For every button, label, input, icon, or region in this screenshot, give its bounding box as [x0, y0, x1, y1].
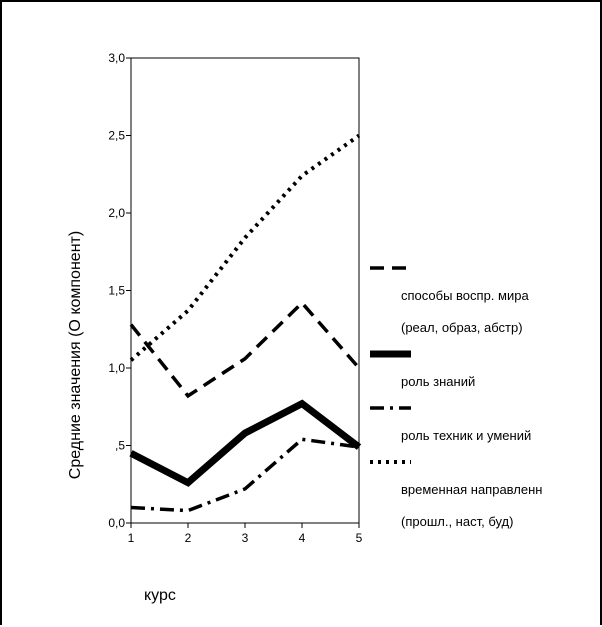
- y-tick-label: 1,0: [108, 361, 125, 375]
- y-tick-label: 0,0: [108, 516, 125, 530]
- axes: [130, 57, 360, 524]
- series-line-dotted: [129, 133, 361, 362]
- y-tick-label: 2,5: [108, 129, 125, 143]
- series-line-dash-dot: [130, 437, 360, 513]
- series-line-solid-thick: [129, 399, 362, 487]
- x-tick-label: 4: [299, 531, 306, 545]
- plot-frame: [130, 57, 360, 524]
- legend-label: роль знаний: [401, 374, 475, 389]
- legend-label: временная направленн: [401, 482, 542, 497]
- legend-label: способы воспр. мира: [401, 288, 529, 303]
- series-line-dashed: [129, 300, 361, 399]
- series-lines: [129, 133, 362, 513]
- legend-label: роль техник и умений: [401, 428, 531, 443]
- y-axis-ticks: 0,0 ,5 1,0 1,5 2,0 2,5 3,0: [108, 51, 131, 530]
- x-tick-label: 1: [128, 531, 135, 545]
- legend-label: (прошл., наст, буд): [401, 514, 513, 529]
- y-tick-label: ,5: [115, 439, 125, 453]
- y-tick-label: 3,0: [108, 51, 125, 65]
- x-tick-label: 5: [356, 531, 363, 545]
- x-axis-label: курс: [144, 587, 176, 604]
- x-axis-ticks: 1 2 3 4 5: [128, 523, 363, 545]
- x-tick-label: 3: [242, 531, 249, 545]
- legend-label: (реал, образ, абстр): [401, 320, 523, 335]
- x-tick-label: 2: [185, 531, 192, 545]
- y-tick-label: 2,0: [108, 206, 125, 220]
- y-axis-label: Средние значения (O компонент): [67, 231, 84, 479]
- legend: способы воспр. мира (реал, образ, абстр) р…: [370, 266, 542, 529]
- y-tick-label: 1,5: [108, 284, 125, 298]
